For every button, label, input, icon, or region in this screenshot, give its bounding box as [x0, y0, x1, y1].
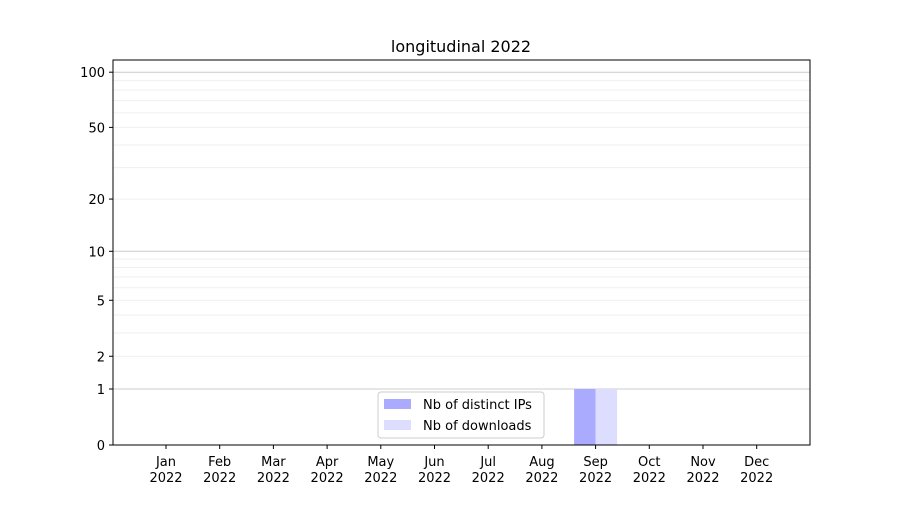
y-tick-label: 50: [88, 121, 105, 136]
legend-swatch: [384, 420, 411, 430]
x-tick-label: Apr 2022: [311, 455, 344, 486]
legend-label: Nb of downloads: [423, 419, 532, 434]
x-tick-label: Dec 2022: [740, 455, 773, 486]
bar: [574, 389, 596, 445]
chart-title: longitudinal 2022: [391, 37, 531, 56]
x-tick-label: May 2022: [364, 455, 397, 486]
legend-label: Nb of distinct IPs: [423, 398, 532, 413]
x-tick-label: Jan 2022: [149, 455, 182, 486]
y-tick-label: 20: [88, 193, 105, 208]
y-tick-label: 5: [97, 294, 105, 309]
x-tick-label: Feb 2022: [203, 455, 236, 486]
x-tick-label: Jul 2022: [472, 455, 505, 486]
x-tick-label: Mar 2022: [257, 455, 290, 486]
legend: Nb of distinct IPs Nb of downloads: [377, 391, 545, 439]
y-tick-label: 1: [97, 383, 105, 398]
plot-frame: [112, 59, 811, 446]
x-tick-label: Nov 2022: [686, 455, 719, 486]
x-tick-label: Aug 2022: [525, 455, 558, 486]
x-tick-label: Sep 2022: [579, 455, 612, 486]
y-tick-label: 2: [97, 350, 105, 365]
legend-swatch: [384, 399, 411, 409]
y-tick-label: 10: [88, 245, 105, 260]
legend-box: [377, 391, 545, 439]
y-tick-label: 0: [97, 439, 105, 454]
y-tick-label: 100: [80, 66, 105, 81]
bar: [595, 389, 618, 445]
x-tick-label: Jun 2022: [418, 455, 451, 486]
x-tick-label: Oct 2022: [633, 455, 666, 486]
